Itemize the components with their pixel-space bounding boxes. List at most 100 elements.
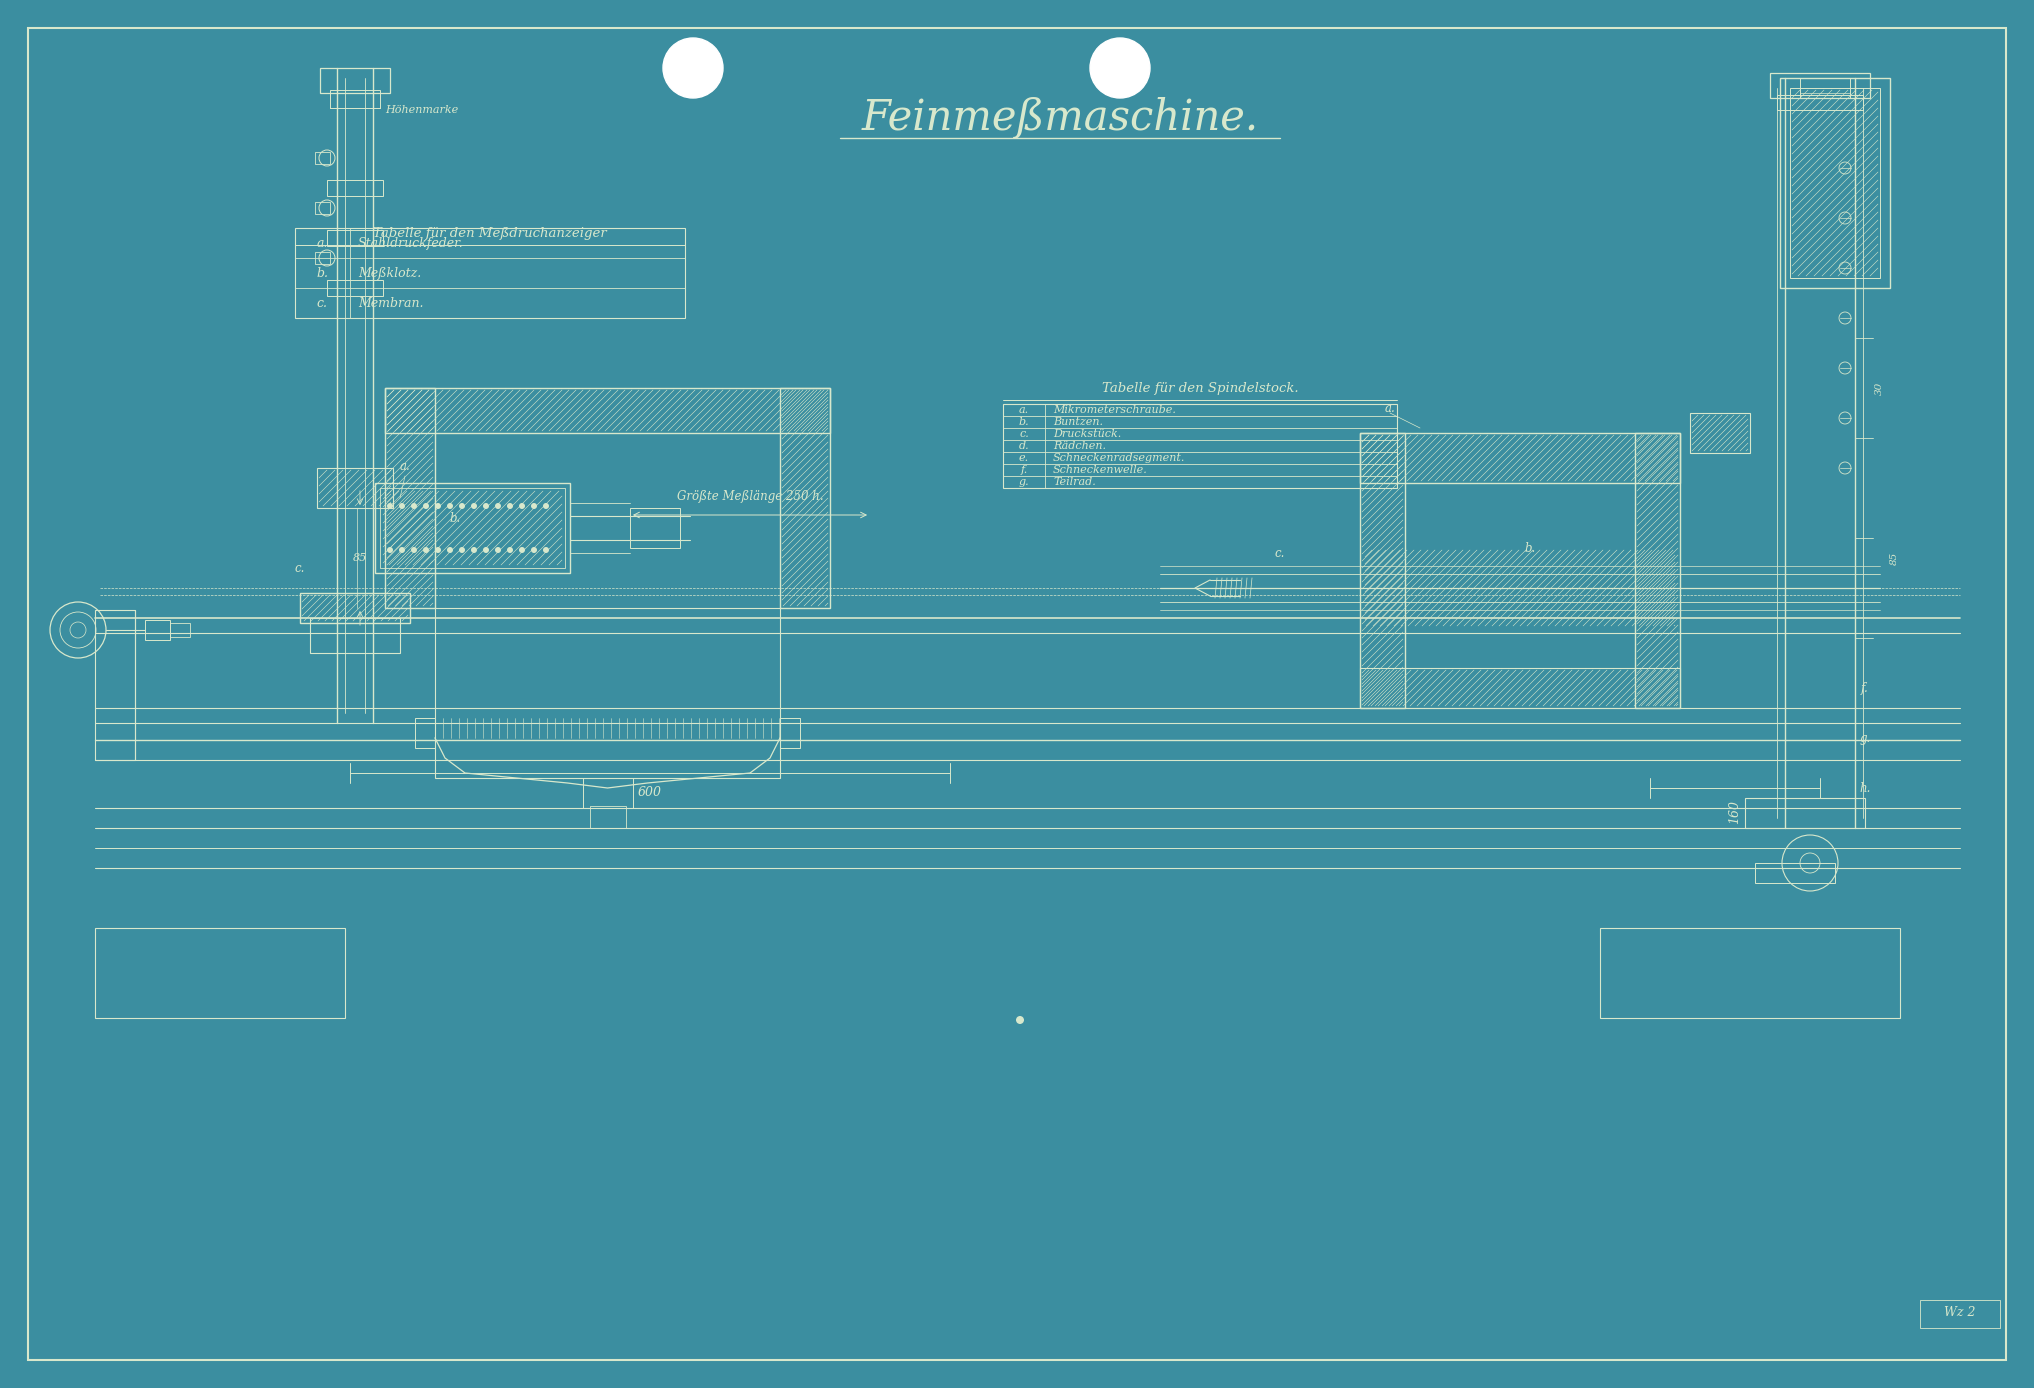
Bar [779, 389, 830, 608]
Bar [1755, 863, 1835, 883]
Bar [779, 718, 799, 748]
Circle shape [506, 502, 513, 509]
Circle shape [531, 547, 537, 552]
Bar [435, 608, 779, 779]
Bar [1800, 78, 1851, 99]
Bar [317, 468, 393, 508]
Text: a.: a. [315, 236, 327, 250]
Text: Meßklotz.: Meßklotz. [358, 266, 421, 279]
Text: 85: 85 [1890, 551, 1900, 565]
Text: Größte Meßlänge 250 h.: Größte Meßlänge 250 h. [677, 490, 824, 502]
Circle shape [435, 547, 441, 552]
Bar [1770, 74, 1869, 99]
Circle shape [423, 547, 429, 552]
Circle shape [482, 502, 488, 509]
Text: d.: d. [1019, 441, 1029, 451]
Bar [330, 90, 380, 108]
Circle shape [447, 502, 454, 509]
Text: Höhenmarke: Höhenmarke [384, 105, 458, 115]
Text: Druckstück.: Druckstück. [1054, 429, 1121, 439]
Circle shape [482, 547, 488, 552]
Circle shape [399, 547, 405, 552]
Circle shape [411, 547, 417, 552]
Text: 85: 85 [352, 552, 366, 564]
Bar [1920, 1301, 1999, 1328]
Bar [1361, 433, 1405, 708]
Circle shape [423, 502, 429, 509]
Bar [380, 489, 565, 568]
Circle shape [386, 547, 393, 552]
Text: b.: b. [1523, 541, 1536, 554]
Circle shape [663, 37, 722, 99]
Bar [327, 280, 382, 296]
Bar [1778, 94, 1863, 110]
Bar [384, 389, 435, 608]
Bar [299, 593, 411, 623]
Bar [384, 389, 830, 433]
Bar [1361, 668, 1680, 708]
Bar [315, 253, 330, 264]
Circle shape [460, 502, 466, 509]
Text: a.: a. [1019, 405, 1029, 415]
Circle shape [447, 547, 454, 552]
Bar [415, 718, 435, 748]
Text: e.: e. [1019, 452, 1029, 464]
Text: Membran.: Membran. [358, 297, 423, 310]
Text: 160: 160 [1729, 799, 1741, 824]
Bar [144, 620, 171, 640]
Circle shape [1017, 1016, 1023, 1024]
Circle shape [411, 502, 417, 509]
Text: Feinmeßmaschine.: Feinmeßmaschine. [862, 97, 1259, 139]
Bar [1361, 433, 1680, 483]
Bar [1635, 433, 1680, 708]
Text: a.: a. [1385, 401, 1395, 415]
Text: c.: c. [1019, 429, 1029, 439]
Text: f.: f. [1021, 465, 1027, 475]
Circle shape [506, 547, 513, 552]
Bar [1790, 87, 1879, 278]
Text: Stahldruckfeder.: Stahldruckfeder. [358, 236, 464, 250]
Circle shape [386, 502, 393, 509]
Text: Schneckenradsegment.: Schneckenradsegment. [1054, 452, 1186, 464]
Circle shape [472, 547, 478, 552]
Bar [582, 779, 633, 808]
Circle shape [1090, 37, 1149, 99]
Circle shape [543, 547, 549, 552]
Circle shape [531, 502, 537, 509]
Bar [171, 623, 189, 637]
Text: Tabelle für den Meßdruchanzeiger: Tabelle für den Meßdruchanzeiger [372, 226, 606, 240]
Circle shape [543, 502, 549, 509]
Bar [1405, 483, 1635, 668]
Bar [319, 68, 391, 93]
Bar [1003, 404, 1397, 489]
Text: Schneckenwelle.: Schneckenwelle. [1054, 465, 1147, 475]
Bar [1601, 929, 1900, 1017]
Text: Teilrad.: Teilrad. [1054, 477, 1096, 487]
Circle shape [460, 547, 466, 552]
Text: h.: h. [1859, 781, 1871, 794]
Text: Tabelle für den Spindelstock.: Tabelle für den Spindelstock. [1102, 382, 1298, 394]
Bar [315, 203, 330, 214]
Bar [327, 180, 382, 196]
Bar [1690, 414, 1749, 452]
Circle shape [494, 502, 500, 509]
Text: Rädchen.: Rädchen. [1054, 441, 1106, 451]
Bar [315, 153, 330, 164]
Text: g.: g. [1019, 477, 1029, 487]
Text: c.: c. [317, 297, 327, 310]
Text: b.: b. [315, 266, 327, 279]
Text: Wz 2: Wz 2 [1945, 1306, 1975, 1320]
Bar [1780, 78, 1890, 287]
Circle shape [519, 547, 525, 552]
Bar [374, 483, 570, 573]
Text: Mikrometerschraube.: Mikrometerschraube. [1054, 405, 1176, 415]
Text: b.: b. [450, 512, 460, 525]
Bar [327, 230, 382, 246]
Bar [1745, 798, 1865, 829]
Text: 600: 600 [639, 786, 661, 799]
Text: Buntzen.: Buntzen. [1054, 416, 1102, 428]
Bar [631, 508, 679, 548]
Bar [96, 929, 346, 1017]
Text: a.: a. [399, 459, 411, 473]
Text: c.: c. [1275, 547, 1285, 559]
